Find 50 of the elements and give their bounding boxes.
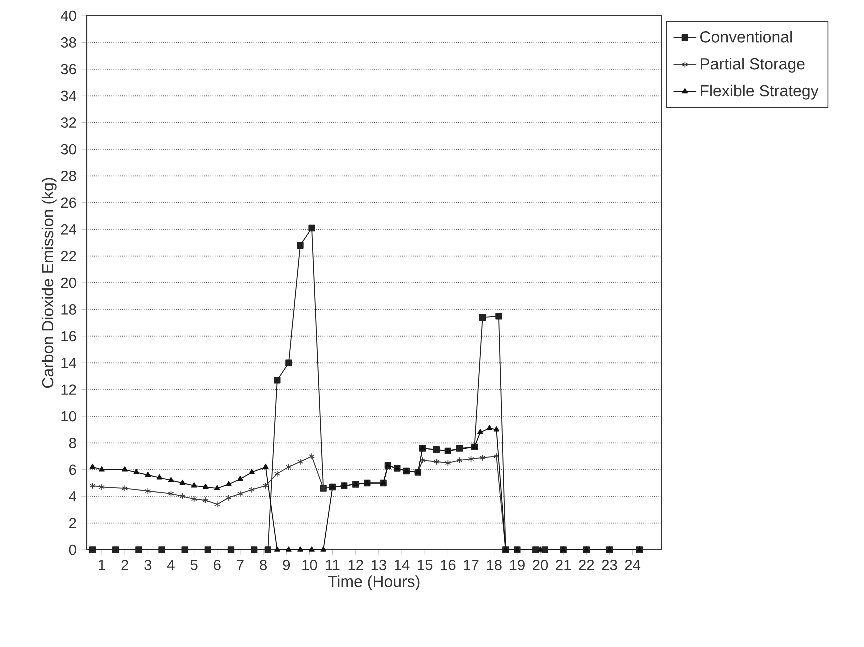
y-axis-title: Carbon Dioxide Emission (kg) bbox=[42, 178, 57, 388]
x-tick-label: 20 bbox=[533, 560, 548, 570]
y-tick-label: 22 bbox=[61, 251, 76, 262]
x-tick-label: 8 bbox=[260, 560, 267, 570]
y-tick-label: 6 bbox=[70, 464, 76, 476]
y-tick-label: 16 bbox=[62, 331, 76, 342]
x-tick-label: 1 bbox=[99, 560, 106, 570]
x-tick-label: 7 bbox=[237, 560, 244, 570]
y-tick-label: 40 bbox=[60, 10, 76, 22]
x-tick-label: 22 bbox=[579, 560, 594, 570]
x-axis-title: Time (Hours) bbox=[328, 576, 420, 590]
x-tick-label: 14 bbox=[394, 560, 410, 570]
y-tick-label: 24 bbox=[61, 224, 77, 235]
x-tick-label: 16 bbox=[441, 560, 456, 570]
x-tick-label: 13 bbox=[372, 560, 386, 570]
x-tick-label: 9 bbox=[283, 560, 290, 570]
y-tick-label: 18 bbox=[62, 304, 76, 315]
y-tick-label: 14 bbox=[62, 358, 77, 368]
x-tick-label: 5 bbox=[190, 560, 198, 570]
y-tick-label: 26 bbox=[61, 198, 76, 208]
y-tick-label: 4 bbox=[69, 492, 77, 502]
x-tick-label: 23 bbox=[602, 560, 618, 570]
y-tick-label: 20 bbox=[61, 278, 76, 288]
x-tick-label: 21 bbox=[556, 560, 572, 570]
x-tick-label: 19 bbox=[510, 560, 525, 570]
x-tick-label: 6 bbox=[214, 560, 221, 570]
x-tick-label: 11 bbox=[326, 560, 340, 570]
legend-label: Conventional bbox=[700, 31, 792, 43]
x-tick-label: 17 bbox=[464, 560, 479, 570]
y-tick-label: 32 bbox=[61, 118, 76, 128]
x-tick-label: 10 bbox=[302, 560, 318, 570]
x-tick-label: 24 bbox=[625, 560, 641, 570]
x-tick-label: 4 bbox=[167, 560, 175, 570]
y-tick-label: 36 bbox=[61, 64, 76, 75]
x-tick-label: 15 bbox=[418, 560, 433, 570]
x-tick-label: 2 bbox=[122, 560, 128, 570]
y-tick-label: 34 bbox=[61, 90, 77, 102]
y-tick-label: 2 bbox=[70, 518, 76, 528]
y-tick-label: 12 bbox=[62, 384, 76, 395]
y-tick-label: 10 bbox=[62, 411, 76, 422]
x-tick-label: 3 bbox=[144, 560, 152, 570]
x-tick-label: 18 bbox=[487, 560, 502, 570]
y-tick-label: 0 bbox=[69, 544, 76, 556]
legend-label: Flexible Strategy bbox=[701, 84, 819, 100]
y-tick-label: 30 bbox=[61, 144, 76, 155]
y-tick-label: 8 bbox=[69, 438, 76, 448]
x-tick-label: 12 bbox=[348, 560, 364, 570]
y-tick-label: 28 bbox=[61, 171, 76, 182]
y-tick-label: 38 bbox=[61, 38, 76, 48]
legend-label: Partial Storage bbox=[701, 58, 805, 73]
